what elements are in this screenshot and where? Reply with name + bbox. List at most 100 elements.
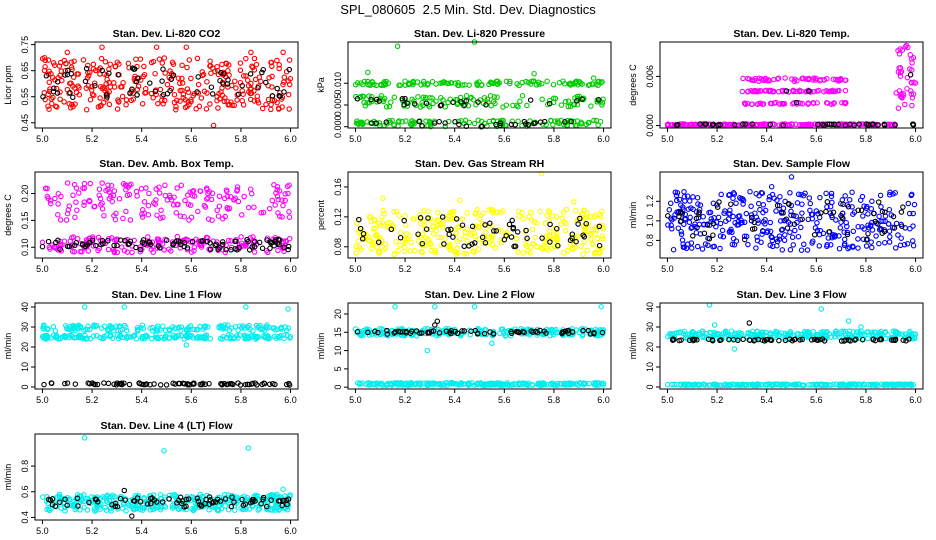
data-point [487, 220, 493, 227]
data-point [179, 80, 186, 86]
data-point [892, 189, 898, 196]
y-tick-label: 1.2 [645, 195, 655, 208]
data-point [777, 101, 783, 107]
data-point [145, 202, 152, 209]
data-point [789, 234, 796, 241]
data-point [426, 104, 433, 110]
data-point [57, 89, 63, 95]
data-point [193, 327, 200, 333]
data-point [255, 85, 261, 91]
data-point [850, 228, 857, 235]
data-point [570, 81, 577, 87]
data-point [821, 76, 827, 83]
data-point [159, 499, 166, 505]
data-point [805, 121, 811, 128]
data-point [111, 248, 117, 254]
data-point [816, 243, 823, 249]
data-point [417, 380, 424, 386]
data-point [235, 91, 242, 97]
data-point [372, 328, 378, 335]
data-point [285, 325, 292, 331]
data-point [86, 380, 93, 387]
data-point [907, 381, 914, 388]
data-point [455, 118, 462, 125]
data-point [99, 200, 105, 206]
data-point [47, 246, 53, 252]
data-point [395, 382, 402, 388]
data-point [841, 99, 848, 106]
outlier-point [432, 322, 438, 328]
y-tick-label: 30 [20, 322, 30, 332]
data-point [244, 494, 250, 501]
data-point [470, 248, 476, 255]
data-point [240, 323, 246, 329]
data-point [245, 83, 252, 89]
x-tick-label: 5.0 [349, 264, 362, 274]
data-point [802, 190, 808, 197]
data-point [247, 326, 253, 332]
chart-title: Stan. Dev. Li-820 Temp. [733, 28, 849, 40]
outlier-point [858, 324, 864, 330]
data-point [220, 241, 226, 248]
data-point [749, 226, 756, 232]
data-point [795, 381, 802, 387]
data-point [92, 82, 98, 89]
data-point [564, 380, 570, 387]
data-point [676, 213, 682, 220]
data-point [59, 334, 66, 340]
data-point [217, 77, 223, 84]
data-point [103, 493, 110, 500]
data-point [749, 331, 756, 338]
data-point [741, 382, 748, 388]
data-point [696, 211, 702, 217]
data-point [200, 380, 206, 387]
data-point [902, 101, 908, 108]
data-point [57, 217, 64, 223]
data-point [836, 245, 843, 252]
data-point [599, 208, 605, 215]
data-point [107, 61, 113, 67]
data-point [441, 382, 448, 388]
data-point [811, 232, 818, 238]
data-point [44, 185, 50, 192]
data-point [539, 245, 545, 252]
outlier-point [456, 197, 463, 204]
data-point [280, 81, 286, 88]
data-point [559, 330, 565, 337]
data-point [547, 327, 554, 334]
data-point [89, 237, 96, 243]
data-point [888, 381, 895, 387]
data-point [773, 208, 779, 214]
data-point [566, 81, 573, 87]
data-point [799, 336, 806, 343]
data-point [152, 88, 159, 95]
data-point [798, 224, 804, 231]
data-point [45, 238, 52, 245]
data-point [726, 336, 732, 343]
data-point [407, 381, 413, 388]
data-point [69, 503, 76, 509]
data-point [907, 328, 913, 335]
data-point [72, 381, 79, 387]
data-point [286, 106, 292, 112]
data-point [125, 334, 132, 340]
data-point [122, 238, 128, 244]
data-point [878, 204, 884, 210]
data-point [396, 213, 402, 219]
data-point [82, 78, 89, 85]
data-point [181, 213, 187, 220]
data-point [376, 250, 382, 256]
data-point [286, 209, 292, 215]
data-point [89, 91, 96, 98]
outlier-point [64, 49, 71, 56]
data-point [671, 381, 677, 388]
data-point [138, 186, 145, 192]
data-point [561, 219, 567, 225]
outlier-point [746, 320, 753, 326]
data-point [263, 503, 270, 510]
data-point [219, 92, 226, 99]
data-point [125, 241, 132, 247]
data-point [689, 329, 696, 335]
data-point [542, 220, 549, 227]
data-point [65, 207, 72, 213]
